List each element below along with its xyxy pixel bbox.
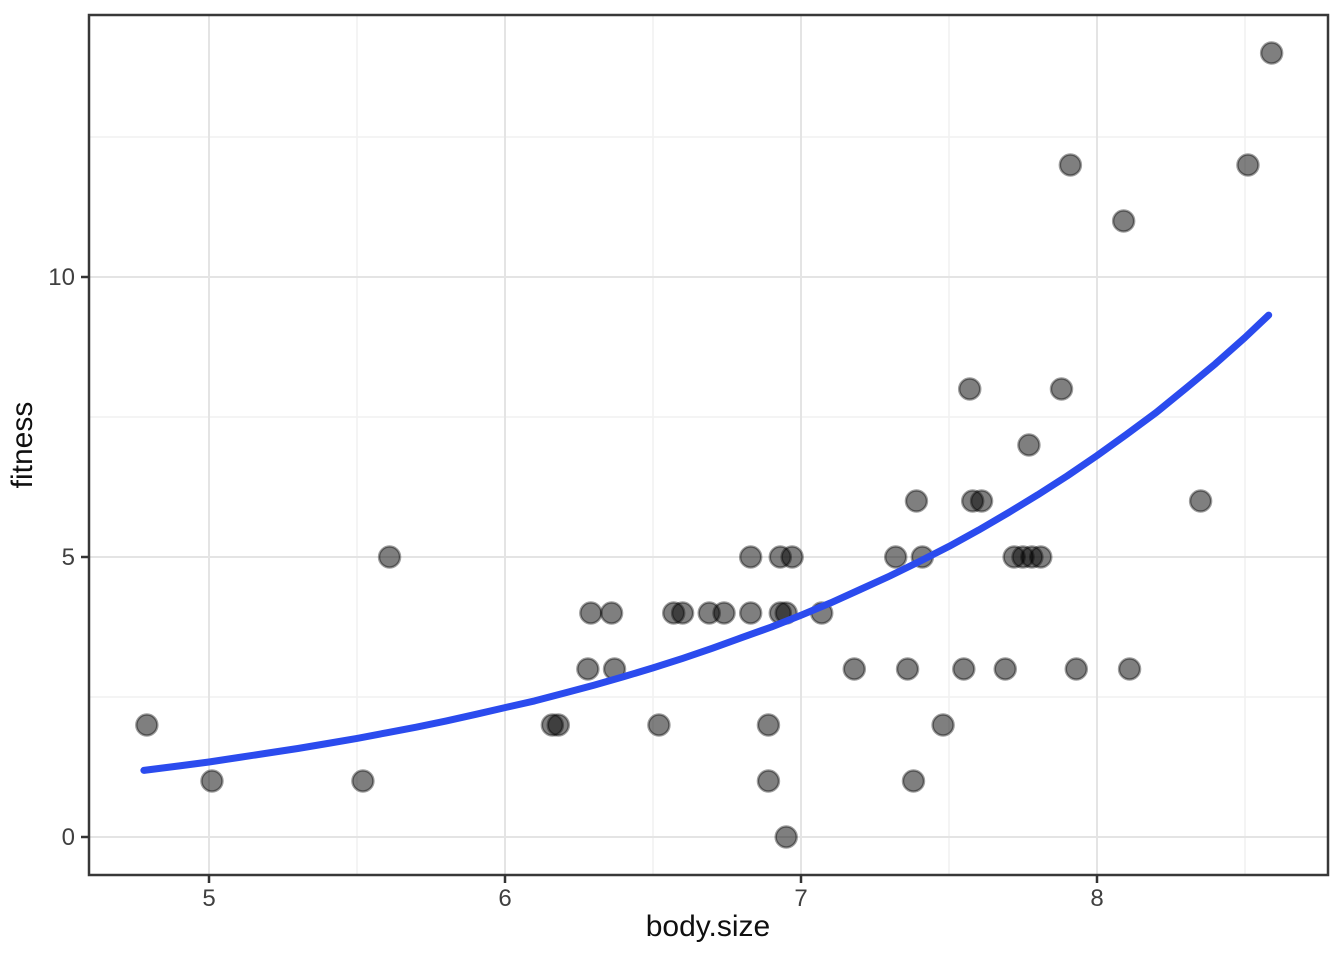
data-point [842, 657, 867, 681]
data-point [1259, 41, 1284, 65]
y-tick-label: 0 [62, 824, 75, 851]
chart-layers: 5 6 7 8 0 5 10 [48, 13, 1330, 912]
fitted-curve [140, 311, 1273, 774]
x-tick-label: 6 [498, 885, 511, 912]
data-point [738, 545, 763, 569]
data-point [647, 713, 671, 737]
y-tick-label: 5 [62, 544, 75, 571]
data-point [756, 713, 781, 737]
y-axis-title: fitness [6, 402, 39, 489]
x-tick-label: 5 [202, 885, 215, 912]
data-point [993, 657, 1017, 681]
data-point [883, 545, 908, 569]
data-point [1236, 153, 1260, 177]
data-point [969, 489, 994, 513]
data-point [599, 601, 624, 625]
data-point [738, 601, 763, 625]
data-point [1117, 657, 1142, 681]
data-point [1064, 657, 1089, 681]
data-point [895, 657, 920, 681]
data-point [780, 545, 804, 569]
data-point [957, 377, 982, 401]
data-point [135, 713, 159, 737]
data-point [1029, 545, 1053, 569]
data-point [576, 657, 600, 681]
data-point [351, 769, 375, 793]
x-tick-label: 8 [1090, 885, 1103, 912]
data-point [546, 713, 571, 737]
x-tick-label: 7 [794, 885, 807, 912]
data-point [774, 825, 798, 849]
x-axis-title: body.size [646, 910, 771, 943]
data-point [579, 601, 603, 625]
data-point [1111, 209, 1136, 233]
panel-border [87, 13, 1330, 877]
data-point [904, 489, 929, 513]
data-point [712, 601, 736, 625]
data-point [200, 769, 224, 793]
data-point [1058, 153, 1083, 177]
data-point [1017, 433, 1041, 457]
data-point [1188, 489, 1213, 513]
y-tick-label: 10 [48, 264, 75, 291]
data-point [931, 713, 955, 737]
data-point [1049, 377, 1074, 401]
data-point [756, 769, 781, 793]
data-point [670, 601, 695, 625]
data-point [901, 769, 926, 793]
plot-panel [89, 15, 1328, 875]
data-point [377, 545, 402, 569]
data-point [952, 657, 976, 681]
